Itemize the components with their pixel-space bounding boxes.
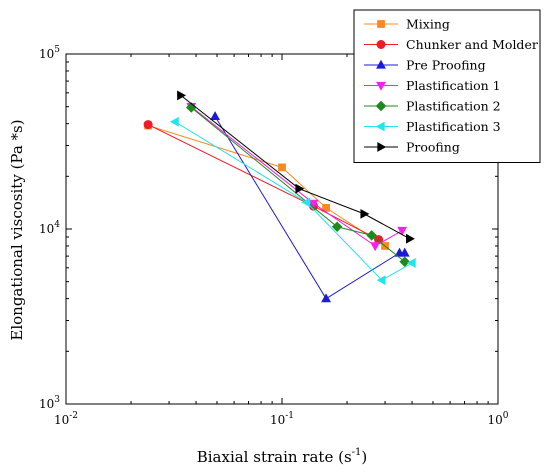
data-point (406, 257, 416, 268)
legend-marker (375, 100, 387, 112)
legend-label: Proofing (406, 140, 460, 155)
legend-entry: Proofing (364, 140, 460, 155)
data-point (406, 233, 415, 244)
legend-label: Chunker and Molder (406, 37, 538, 52)
legend-marker (376, 59, 386, 69)
data-point (376, 275, 386, 286)
legend-marker (377, 142, 387, 152)
series-2 (143, 120, 384, 245)
x-axis-title: Biaxial strain rate (s-1) (197, 447, 368, 466)
legend-marker (376, 39, 386, 49)
series-line (190, 107, 406, 263)
data-point (143, 120, 153, 130)
y-tick-label: 104 (39, 220, 60, 236)
legend-box (353, 9, 541, 163)
data-point (397, 226, 408, 236)
legend-marker (375, 121, 385, 132)
series-7 (177, 90, 415, 244)
series-layer (143, 90, 416, 303)
legend-entry: Pre Proofing (364, 58, 486, 73)
data-point (210, 111, 221, 121)
legend-entry: Chunker and Molder (364, 37, 538, 52)
data-point (295, 183, 305, 194)
legend-label: Mixing (406, 17, 450, 32)
series-line (190, 106, 403, 247)
y-axis-title: Elongational viscosity (Pa *s) (8, 119, 26, 340)
legend-marker (376, 81, 386, 91)
x-tick-label: 10-1 (270, 411, 294, 427)
data-point (169, 116, 179, 127)
legend-entry: Plastification 3 (364, 119, 501, 134)
x-tick-label: 100 (487, 411, 508, 427)
legend-label: Pre Proofing (406, 58, 486, 73)
data-point (301, 197, 311, 208)
x-tick-label: 10-2 (54, 411, 78, 427)
data-point (308, 199, 319, 209)
legend-label: Plastification 1 (406, 78, 501, 93)
series-6 (169, 116, 416, 286)
data-point (370, 242, 381, 252)
series-line (174, 121, 413, 281)
legend-marker (377, 20, 385, 28)
y-tick-label: 105 (39, 45, 60, 61)
series-line (180, 95, 410, 240)
data-point (331, 221, 343, 233)
data-point (366, 230, 377, 241)
data-point (177, 90, 187, 101)
data-point (278, 163, 286, 172)
legend-label: Plastification 2 (406, 99, 501, 114)
legend-entry: Plastification 1 (364, 78, 501, 93)
series-line (147, 124, 379, 241)
y-tick-label: 103 (39, 395, 60, 411)
data-point (321, 293, 332, 303)
legend-entry: Plastification 2 (364, 99, 501, 114)
legend-label: Plastification 3 (406, 119, 501, 134)
data-point (399, 247, 410, 257)
legend-entry: Mixing (364, 17, 450, 32)
series-3 (210, 111, 410, 303)
data-point (360, 208, 370, 219)
legend: Mixing Chunker and Molder Pre Proofing Plas… (353, 9, 541, 163)
